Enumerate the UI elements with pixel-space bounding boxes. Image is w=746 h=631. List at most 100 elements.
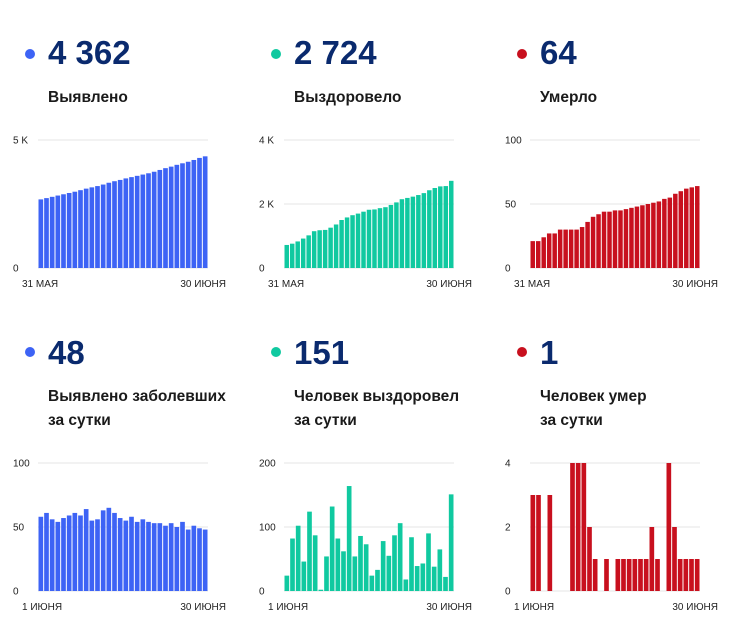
x-tick-label-start: 31 МАЯ xyxy=(22,279,58,290)
bar xyxy=(437,549,443,591)
y-tick-label: 50 xyxy=(505,200,517,211)
bar xyxy=(438,186,443,268)
bar xyxy=(601,211,607,268)
bar xyxy=(426,533,431,591)
bar xyxy=(432,188,438,268)
bar xyxy=(78,190,83,268)
deaths-daily-label-line-2: за сутки xyxy=(540,412,603,429)
confirmed-daily-label: Выявлено заболевших за сутки xyxy=(48,385,226,433)
confirmed-daily-label-line-2: за сутки xyxy=(48,412,111,429)
bar xyxy=(645,204,651,268)
bar xyxy=(180,163,185,268)
bar xyxy=(191,525,197,591)
bar xyxy=(197,157,202,268)
y-tick-label: 0 xyxy=(505,587,511,598)
deaths-total-chart: 0 50 100 31 МАЯ 30 ИЮНЯ xyxy=(505,136,718,291)
bar xyxy=(397,523,403,591)
confirmed-total-chart: 0 5 K 31 МАЯ 30 ИЮНЯ xyxy=(13,136,226,291)
bar xyxy=(604,559,609,591)
confirmed-total-label-line-1: Выявлено xyxy=(48,89,128,106)
bar xyxy=(151,523,157,591)
bar xyxy=(568,229,574,268)
bar xyxy=(684,188,689,268)
bar xyxy=(615,559,621,591)
bar xyxy=(662,198,667,268)
bar xyxy=(607,211,612,268)
bar xyxy=(585,221,590,268)
y-tick-label: 0 xyxy=(505,264,511,275)
recovered-total-chart: 0 2 K 4 K 31 МАЯ 30 ИЮНЯ xyxy=(259,136,472,291)
bar xyxy=(427,190,432,268)
bar xyxy=(694,559,700,591)
y-tick-label: 200 xyxy=(259,459,276,470)
y-tick-label: 0 xyxy=(259,587,265,598)
bar xyxy=(541,237,546,268)
y-tick-label: 0 xyxy=(13,264,19,275)
bar xyxy=(333,224,339,268)
bar xyxy=(66,515,72,591)
confirmed-total-value: 4 362 xyxy=(48,34,131,71)
bar xyxy=(621,559,626,591)
x-tick-label-end: 30 ИЮНЯ xyxy=(426,279,472,290)
recovered-total-label: Выздоровело xyxy=(294,86,401,110)
bar xyxy=(157,523,163,591)
bar xyxy=(140,519,146,591)
bar xyxy=(443,576,448,591)
bar xyxy=(420,563,426,591)
panel-confirmed-total: 4 362 Выявлено 0 5 K 31 МАЯ 30 ИЮНЯ xyxy=(0,0,246,315)
recovered-daily-chart: 0 100 200 1 ИЮНЯ 30 ИЮНЯ xyxy=(259,459,472,614)
bar xyxy=(689,187,695,268)
bar xyxy=(695,186,700,268)
x-tick-label-end: 30 ИЮНЯ xyxy=(672,279,718,290)
deaths-dot xyxy=(517,49,527,59)
recovered-total-value: 2 724 xyxy=(294,34,377,71)
bar xyxy=(311,231,317,268)
bar xyxy=(339,220,344,268)
bar xyxy=(112,181,117,268)
bar xyxy=(587,527,592,591)
bar xyxy=(443,186,449,268)
bar xyxy=(95,186,100,268)
deaths-daily-value: 1 xyxy=(540,334,559,371)
x-tick-label-end: 30 ИЮНЯ xyxy=(180,602,226,613)
bar xyxy=(151,171,157,268)
bar xyxy=(355,213,361,268)
bar xyxy=(174,527,180,591)
bar xyxy=(284,244,289,268)
bar xyxy=(95,519,100,591)
bar xyxy=(72,512,78,591)
bar xyxy=(649,527,655,591)
bar xyxy=(49,519,55,591)
y-tick-label: 2 K xyxy=(259,200,274,211)
bar xyxy=(163,525,168,591)
bar xyxy=(618,210,623,268)
x-tick-label-end: 30 ИЮНЯ xyxy=(426,602,472,613)
panel-deaths-daily: 1 Человек умер за сутки 0 2 4 1 ИЮНЯ 30 ИЮНЯ xyxy=(492,316,738,631)
bar xyxy=(557,229,563,268)
bar xyxy=(49,196,55,268)
bar xyxy=(146,521,151,591)
bar xyxy=(449,180,454,268)
bar xyxy=(55,521,61,591)
confirmed-dot xyxy=(25,49,35,59)
deaths-daily-chart: 0 2 4 1 ИЮНЯ 30 ИЮНЯ xyxy=(505,459,718,614)
bar xyxy=(38,199,44,268)
bar xyxy=(352,556,358,591)
bar xyxy=(83,188,89,268)
bar xyxy=(405,197,410,268)
deaths-total-value: 64 xyxy=(540,34,577,71)
bar xyxy=(363,544,369,591)
recovered-daily-label-line-1: Человек выздоровел xyxy=(294,388,460,405)
bar xyxy=(106,507,112,591)
bar xyxy=(61,194,66,268)
bar xyxy=(140,174,146,268)
bar xyxy=(431,566,437,591)
bar xyxy=(388,204,394,268)
recovered-total-label-line-1: Выздоровело xyxy=(294,89,402,106)
bar xyxy=(570,463,575,591)
bar xyxy=(421,193,427,268)
bar xyxy=(100,184,106,268)
bar xyxy=(689,559,694,591)
bar xyxy=(673,193,678,268)
y-tick-label: 0 xyxy=(13,587,19,598)
